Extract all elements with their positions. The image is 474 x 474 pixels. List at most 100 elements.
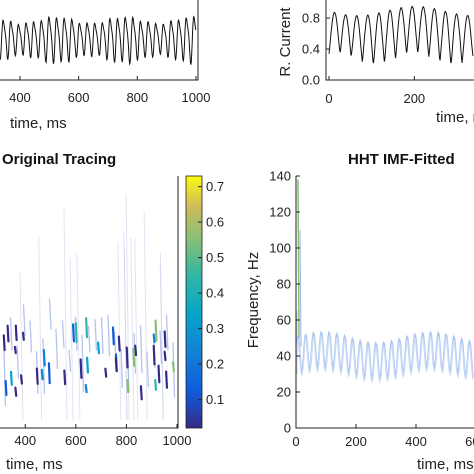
- xlabel-top-right: time, ms: [436, 109, 474, 126]
- colorbar: [185, 175, 203, 429]
- spectrum-streak: [159, 330, 163, 365]
- x-tick-label: 400: [9, 90, 31, 105]
- spectrum-streak: [146, 351, 150, 388]
- y-tick-label: 140: [269, 169, 291, 184]
- spectrum-blob: [126, 378, 130, 394]
- ylabel-bottom-right: Frequency, Hz: [245, 252, 262, 348]
- spectrum-streak: [55, 328, 59, 370]
- x-tick-label: 0: [325, 91, 332, 106]
- spectrum-blob: [84, 383, 88, 394]
- spectrum-streak: [100, 316, 104, 354]
- axes-bottom-left: [0, 176, 179, 429]
- current-trace-right: [328, 6, 474, 64]
- ticks-bottom-right: 0 200 400 600 0 20 40 60 80 100 120 140: [269, 169, 474, 450]
- current-trace-left: [0, 15, 197, 66]
- spectrum-blob: [157, 364, 161, 384]
- faint-streak: [134, 238, 139, 421]
- faint-streak: [63, 208, 68, 421]
- spectrum-blob: [85, 317, 89, 339]
- colorbar-tick-label: 0.4: [206, 286, 224, 301]
- spectrum-blob: [21, 331, 25, 341]
- x-tick-label: 800: [116, 433, 138, 448]
- x-tick-label: 200: [403, 91, 425, 106]
- x-tick-label: 400: [14, 433, 36, 448]
- spectrum-blob: [117, 335, 121, 352]
- faint-streak: [19, 272, 24, 421]
- x-tick-label: 600: [465, 434, 474, 449]
- y-tick-label: 100: [269, 241, 291, 256]
- spectrum-blob: [163, 330, 167, 348]
- xlabel-top-left: time, ms: [10, 115, 67, 132]
- spectrum-blob: [152, 344, 156, 366]
- spectrum-blob: [20, 374, 24, 385]
- spectrum-streak: [139, 325, 143, 373]
- spectrum-blob: [4, 379, 8, 397]
- colorbar-ticks: 0.1 0.2 0.3 0.4 0.5 0.6 0.7: [198, 179, 224, 407]
- spectrum-streak: [87, 325, 91, 353]
- panel-top-right: 02004000.00.40.8 R. Current time, ms: [277, 0, 474, 126]
- colorbar-tick-label: 0.5: [206, 250, 224, 265]
- title-bottom-left: Original Tracing: [2, 151, 116, 168]
- faint-streak: [159, 251, 164, 421]
- faint-streak: [76, 253, 81, 421]
- x-ticks-top-left: 400 600 800 1000: [9, 76, 210, 105]
- spectrum-blob: [134, 344, 138, 357]
- axes-bottom-right: [295, 176, 474, 429]
- y-tick-label: 40: [277, 349, 291, 364]
- panel-bottom-left: Original Tracing 400 600 800 1000 time, ms …: [0, 151, 224, 473]
- spectrum-streak: [42, 338, 46, 394]
- spectrum-blob: [154, 319, 158, 342]
- spectrum-streak: [120, 349, 124, 388]
- faint-streak: [123, 232, 128, 421]
- colorbar-tick-label: 0.6: [206, 215, 224, 230]
- spectrum-streak: [48, 298, 52, 330]
- spectrum-blob: [2, 334, 6, 352]
- faint-streak: [69, 257, 74, 421]
- y-tick-label: 0.8: [302, 11, 320, 26]
- spectrum-streak: [22, 304, 26, 337]
- frequency-trace-shadow: [296, 334, 474, 384]
- spectrum-blob: [132, 347, 136, 367]
- y-tick-label: 0: [284, 421, 291, 436]
- x-tick-label: 600: [65, 433, 87, 448]
- faint-streak: [38, 236, 43, 421]
- spectrum-streak: [16, 345, 20, 379]
- panel-top-left: 400 600 800 1000 time, ms: [0, 0, 210, 132]
- transient-streak: [297, 179, 300, 339]
- spectrum-blob: [104, 367, 108, 378]
- spectrum-streak: [9, 317, 13, 351]
- ticks-top-right: 02004000.00.40.8: [302, 11, 425, 107]
- x-tick-label: 400: [405, 434, 427, 449]
- spectrum-blob: [79, 358, 83, 379]
- spectrum-blob: [171, 361, 175, 373]
- spectrum-blob: [114, 356, 118, 373]
- colorbar-tick-label: 0.2: [206, 357, 224, 372]
- spectrum-streak: [3, 349, 7, 407]
- faint-streak: [130, 237, 135, 421]
- spectrum-marks-left: [2, 194, 176, 421]
- spectrum-blob: [13, 345, 17, 355]
- spectrum-streak: [165, 314, 169, 351]
- x-ticks-bottom-left: 400 600 800 1000: [14, 424, 191, 448]
- spectrum-blob: [63, 369, 67, 386]
- colorbar-tick-label: 0.3: [206, 321, 224, 336]
- xlabel-bottom-left: time, ms: [6, 456, 63, 473]
- x-tick-label: 1000: [182, 90, 211, 105]
- faint-streak: [117, 241, 122, 421]
- y-tick-label: 20: [277, 385, 291, 400]
- spectrum-blob: [125, 346, 129, 369]
- x-tick-label: 1000: [163, 433, 192, 448]
- title-bottom-right: HHT IMF-Fitted: [348, 151, 455, 168]
- spectrum-blob: [74, 322, 78, 344]
- spectrum-blob: [163, 350, 167, 362]
- spectrum-blob: [111, 326, 115, 346]
- spectrum-blob: [139, 385, 143, 401]
- spectrum-blob: [35, 367, 39, 385]
- spectrum-blob: [86, 356, 90, 374]
- spectrum-blob: [154, 378, 158, 391]
- y-tick-label: 60: [277, 313, 291, 328]
- axes-top-left: [0, 0, 199, 81]
- spectrum-streak: [81, 334, 85, 392]
- spectrum-blob: [47, 362, 51, 385]
- panel-bottom-right: HHT IMF-Fitted 0 200 400 600 0 20 40 60 80 100 120…: [245, 151, 474, 473]
